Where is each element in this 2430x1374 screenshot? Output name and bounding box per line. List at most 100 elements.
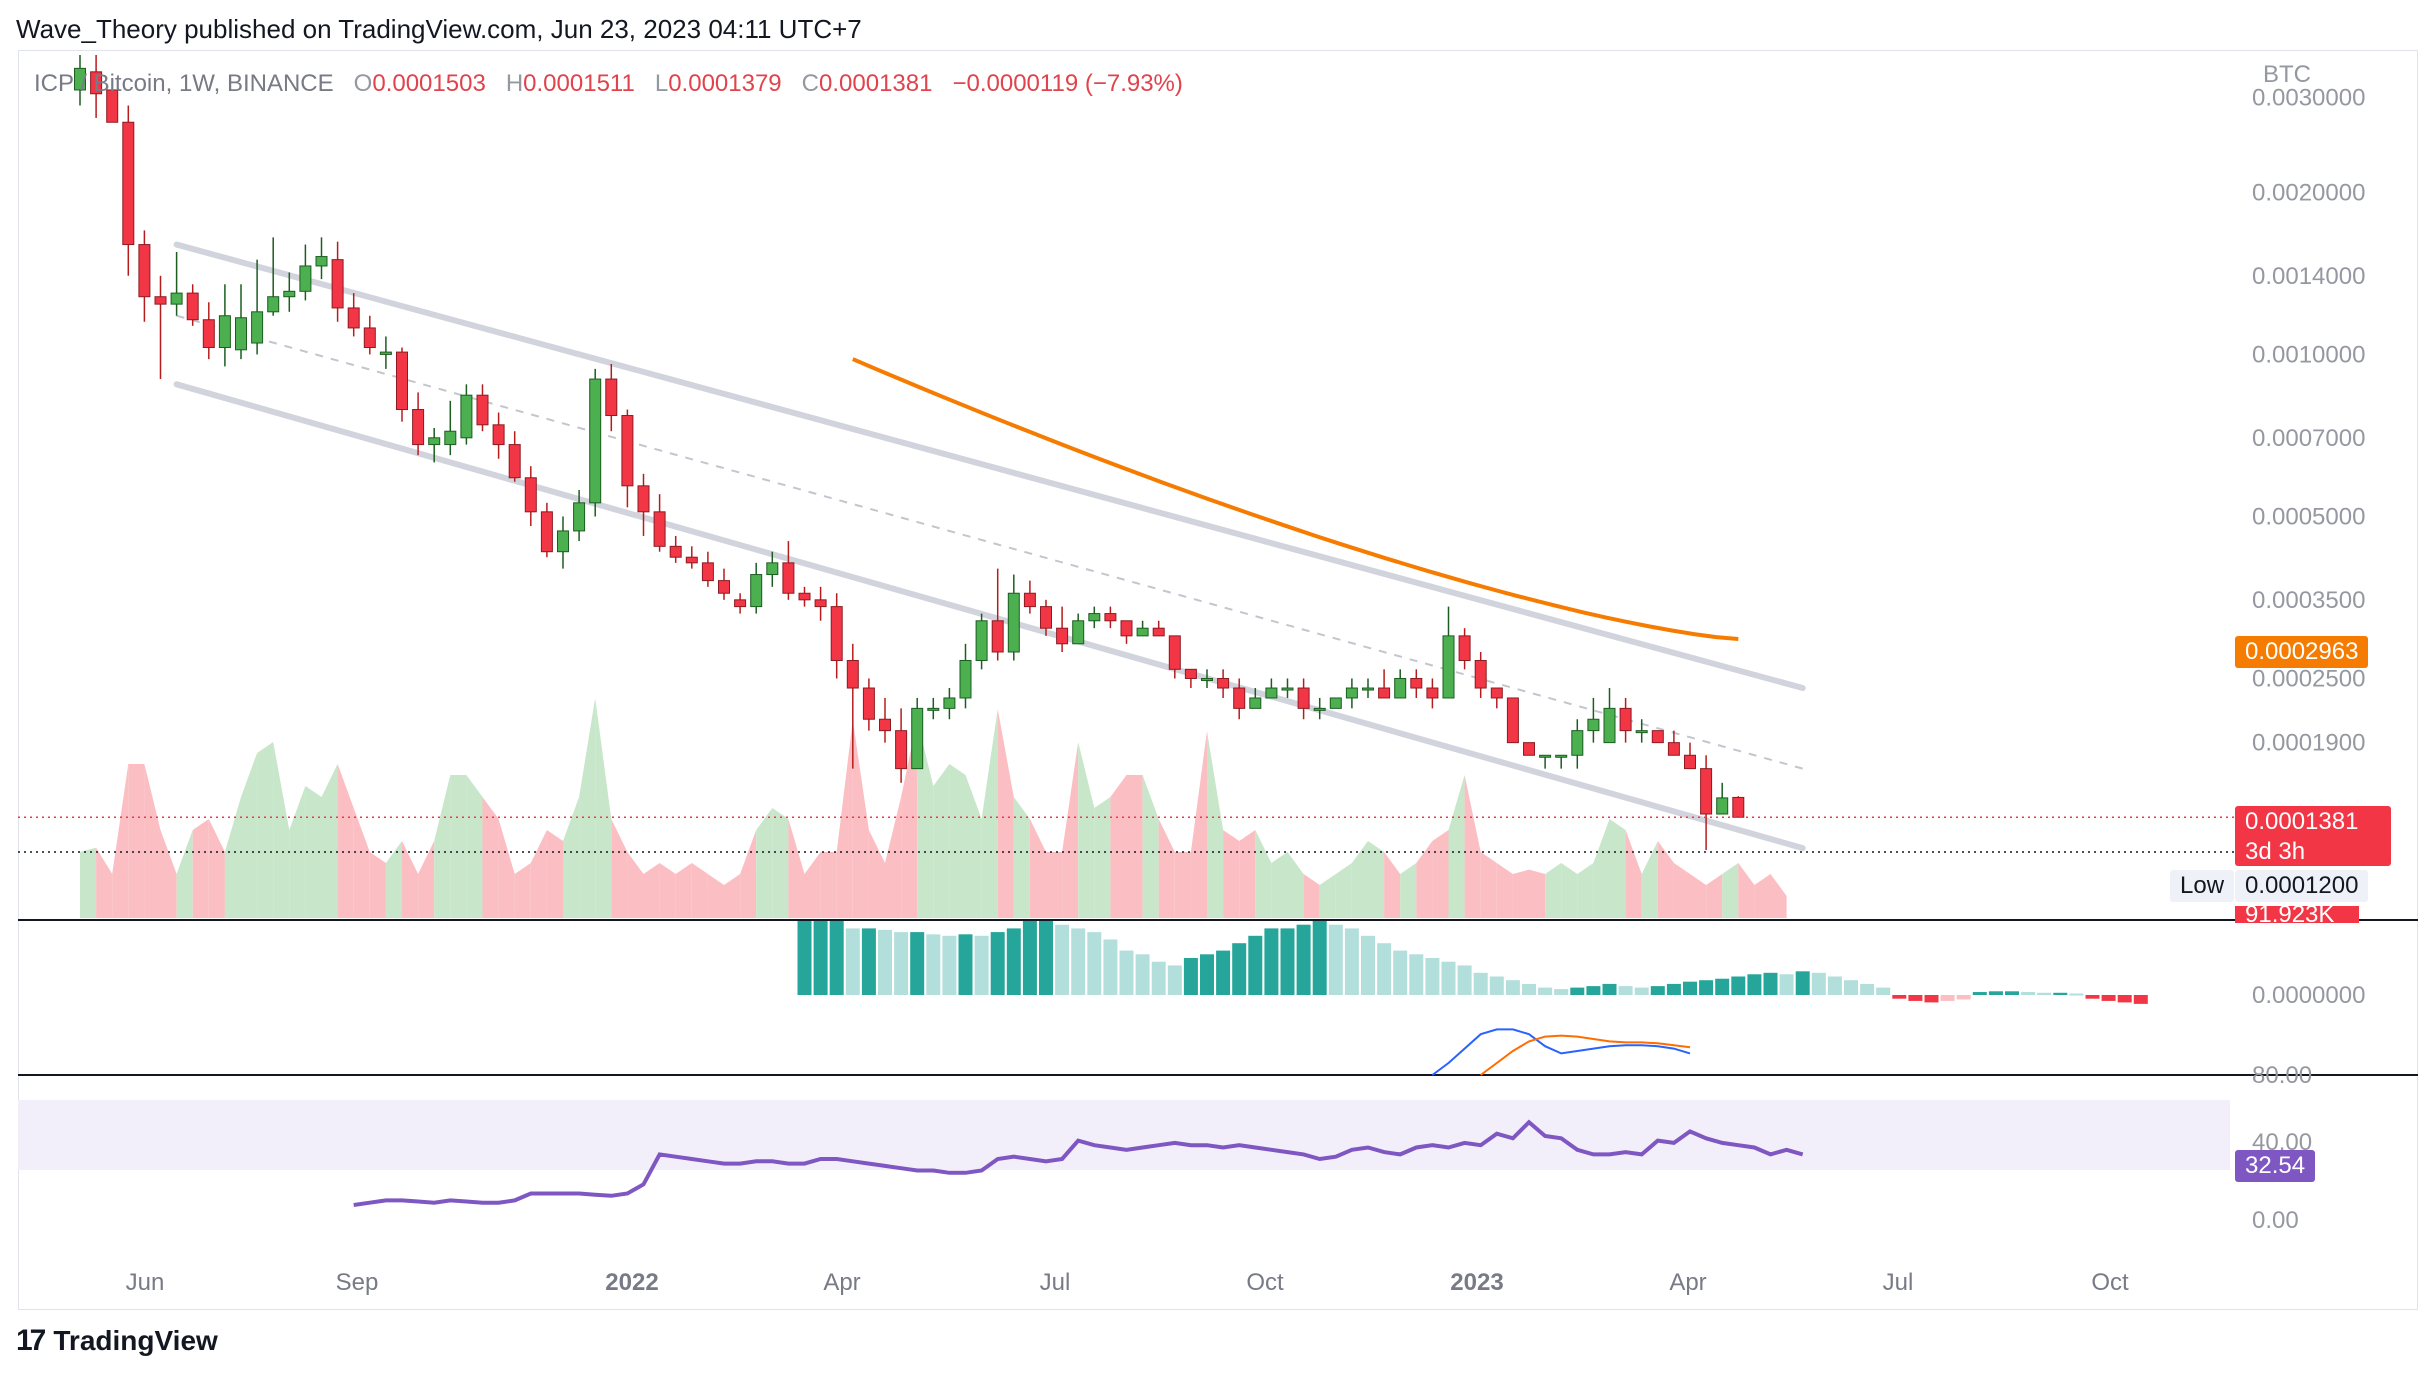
candle xyxy=(943,688,956,720)
candle-body xyxy=(1088,613,1101,622)
candle xyxy=(1072,613,1085,645)
candle xyxy=(508,431,521,482)
volume-segment xyxy=(1641,841,1658,918)
macd-histogram-bar xyxy=(1441,961,1456,995)
candle-body xyxy=(991,620,1004,653)
candle-body xyxy=(1378,687,1391,699)
low-value: 0.0001379 xyxy=(668,70,782,97)
candle xyxy=(1362,678,1374,698)
volume-segment xyxy=(1577,863,1594,918)
volume-segment xyxy=(1094,797,1111,918)
macd-histogram-bar xyxy=(2133,995,2148,1004)
volume-segment xyxy=(112,764,129,918)
candle-body xyxy=(975,620,988,661)
candle-body xyxy=(1571,730,1584,756)
candle-body xyxy=(412,409,425,446)
macd-histogram-bar xyxy=(2069,993,2084,996)
macd-histogram-bar xyxy=(1328,924,1343,995)
volume-segment xyxy=(257,742,274,918)
volume-segment xyxy=(224,797,241,918)
candle-body xyxy=(1732,796,1745,818)
macd-histogram-bar xyxy=(2005,991,2019,995)
volume-segment xyxy=(1416,841,1433,918)
volume-segment xyxy=(208,819,225,918)
volume-segment xyxy=(901,720,918,918)
candle-body xyxy=(1603,707,1616,744)
candle-body xyxy=(557,530,569,553)
volume-segment xyxy=(1432,830,1449,918)
volume-segment xyxy=(369,852,386,918)
candle xyxy=(524,466,537,526)
candle-body xyxy=(186,292,199,321)
candle-body xyxy=(685,556,698,564)
candle-body xyxy=(1362,687,1374,691)
candle xyxy=(138,230,151,322)
candle xyxy=(1007,574,1020,661)
candle xyxy=(1378,669,1391,699)
time-axis-tick: Oct xyxy=(2091,1269,2129,1296)
candle-body xyxy=(444,430,457,446)
candle-body xyxy=(106,89,119,123)
candle xyxy=(1635,719,1648,743)
macd-histogram-bar xyxy=(1200,954,1214,995)
candle xyxy=(1667,730,1680,756)
macd-zero-tick: 0.0000000 xyxy=(2252,982,2365,1009)
candle-body xyxy=(1684,754,1696,770)
candle-body xyxy=(943,697,956,709)
volume-segment xyxy=(1126,775,1143,918)
footer-brand[interactable]: 17 TradingView xyxy=(16,1324,218,1358)
macd-histogram-bar xyxy=(1795,971,1810,995)
candle xyxy=(1120,620,1133,644)
volume-segment xyxy=(1464,775,1481,918)
candle xyxy=(991,568,1004,661)
candle xyxy=(1716,782,1729,815)
candle-body xyxy=(846,659,859,689)
candle xyxy=(1458,628,1471,670)
macd-histogram-bar xyxy=(1055,924,1070,995)
volume-segment xyxy=(273,742,290,918)
candle xyxy=(492,412,505,459)
candle-body xyxy=(750,574,763,608)
candle xyxy=(428,427,441,463)
moving-average-line xyxy=(852,357,1739,641)
candle xyxy=(557,516,569,569)
volume-segment xyxy=(80,847,97,918)
volume-segment xyxy=(1770,874,1787,918)
candle-body xyxy=(1023,592,1036,608)
candle xyxy=(235,284,247,360)
candle xyxy=(122,105,135,276)
chart-frame xyxy=(18,50,2418,1310)
macd-histogram-bar xyxy=(1119,950,1134,995)
candle xyxy=(734,593,747,614)
candle xyxy=(1571,719,1584,769)
candle xyxy=(1104,606,1117,629)
volume-segment xyxy=(1174,852,1191,918)
candle-body xyxy=(251,311,264,344)
candle xyxy=(170,251,183,316)
candle xyxy=(540,502,553,558)
candle xyxy=(1732,796,1745,818)
candle xyxy=(895,708,908,783)
candle xyxy=(1474,651,1487,698)
candle xyxy=(573,489,586,542)
volume-segment xyxy=(128,764,145,918)
candle-body xyxy=(669,545,682,558)
volume-segment xyxy=(595,698,612,918)
macd-histogram-bar xyxy=(1554,989,1569,995)
candle-body xyxy=(1168,635,1181,670)
volume-segment xyxy=(1158,819,1175,918)
signal-line xyxy=(1480,1034,1691,1076)
price-axis-tick: 0.0010000 xyxy=(2252,341,2365,368)
volume-segment xyxy=(1335,863,1352,918)
volume-segment xyxy=(176,830,193,918)
candle xyxy=(605,363,618,432)
volume-segment xyxy=(643,863,660,918)
macd-histogram-bar xyxy=(1811,972,1826,995)
volume-segment xyxy=(1593,819,1610,918)
currency-label: BTC xyxy=(2263,61,2311,88)
candle xyxy=(862,678,875,731)
low-tag-label: Low xyxy=(2170,870,2235,902)
candle-body xyxy=(1700,768,1713,815)
symbol-label[interactable]: ICP / Bitcoin, 1W, BINANCE xyxy=(34,70,334,97)
